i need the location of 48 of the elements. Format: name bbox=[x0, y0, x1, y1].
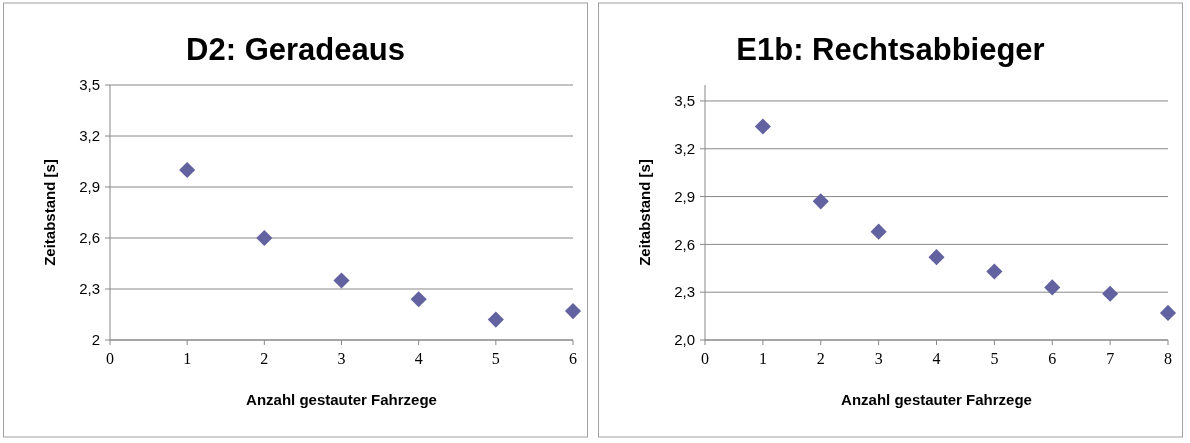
point bbox=[410, 291, 427, 308]
point bbox=[487, 311, 504, 328]
y-tick-label: 2 bbox=[91, 331, 100, 349]
y-tick-label: 3,2 bbox=[79, 127, 100, 145]
point bbox=[812, 193, 829, 210]
x-tick-label: 2 bbox=[816, 350, 825, 367]
y-tick-label: 2,3 bbox=[674, 283, 695, 301]
y-tick-label: 2,6 bbox=[674, 235, 695, 253]
y-axis-title: Zeitabstand [s] bbox=[636, 159, 653, 266]
x-tick-label: 7 bbox=[1106, 350, 1115, 367]
x-tick-label: 5 bbox=[990, 350, 999, 367]
chart-title: E1b: Rechtsabbieger bbox=[736, 32, 1045, 67]
point bbox=[1102, 285, 1119, 302]
x-tick-label: 3 bbox=[874, 350, 883, 367]
point bbox=[1159, 304, 1177, 321]
y-tick-label: 3,5 bbox=[79, 76, 100, 94]
x-tick-label: 2 bbox=[260, 350, 269, 367]
x-tick-label: 5 bbox=[491, 350, 500, 367]
x-tick-label: 4 bbox=[414, 350, 423, 367]
point bbox=[986, 263, 1003, 280]
y-tick-label: 2,6 bbox=[79, 229, 100, 247]
y-tick-label: 2,9 bbox=[79, 178, 100, 196]
x-axis-title: Anzahl gestauter Fahrzege bbox=[246, 391, 437, 408]
y-tick-label: 2,9 bbox=[674, 187, 695, 205]
y-tick-label: 2,0 bbox=[674, 331, 695, 349]
x-tick-label: 6 bbox=[569, 350, 577, 367]
x-tick-label: 4 bbox=[932, 350, 941, 367]
x-tick-label: 0 bbox=[106, 350, 114, 367]
point bbox=[179, 161, 196, 179]
x-tick-label: 6 bbox=[1048, 350, 1057, 367]
y-axis-title: Zeitabstand [s] bbox=[41, 159, 58, 266]
y-tick-label: 3,2 bbox=[674, 140, 695, 157]
point bbox=[333, 272, 350, 289]
y-tick-label: 3,5 bbox=[674, 92, 695, 110]
point bbox=[564, 303, 582, 320]
point bbox=[870, 223, 887, 240]
point bbox=[256, 229, 273, 247]
point bbox=[928, 249, 945, 266]
x-tick-label: 1 bbox=[758, 350, 767, 367]
chart-title: D2: Geradeaus bbox=[186, 32, 405, 67]
x-tick-label: 8 bbox=[1164, 350, 1172, 367]
point bbox=[754, 118, 771, 135]
x-tick-label: 1 bbox=[183, 350, 192, 367]
y-tick-label: 2,3 bbox=[79, 280, 100, 298]
x-axis-title: Anzahl gestauter Fahrzege bbox=[841, 391, 1032, 408]
x-tick-label: 0 bbox=[701, 350, 709, 367]
x-tick-label: 3 bbox=[337, 350, 346, 367]
point bbox=[1044, 279, 1061, 296]
